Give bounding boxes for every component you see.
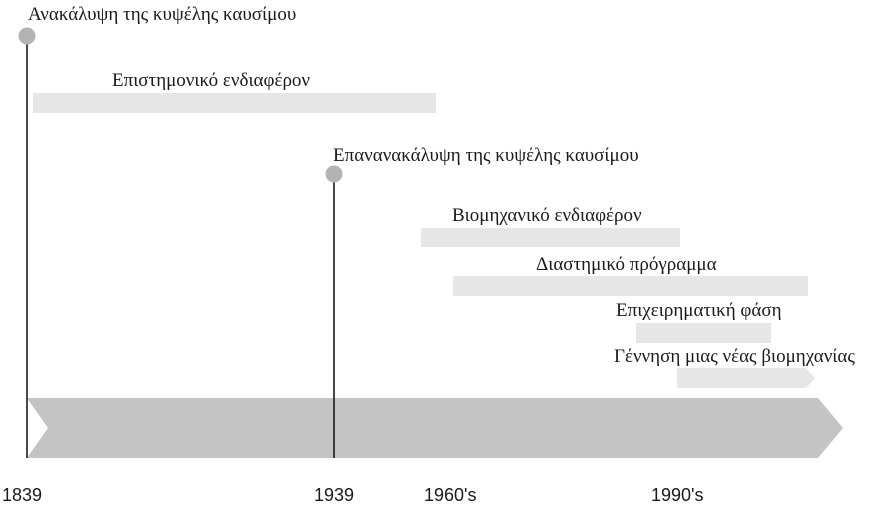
band-business-phase	[636, 323, 771, 343]
band-space-program	[453, 276, 808, 296]
axis-label-1939: 1939	[314, 485, 355, 505]
period-label-industrial-interest: Βιομηχανικό ενδιαφέρον	[452, 205, 642, 226]
event-marker-rediscovery	[325, 165, 343, 183]
band-scientific-interest	[33, 93, 436, 113]
axis-label-1960s: 1960's	[424, 485, 477, 505]
axis-label-1839: 1839	[2, 485, 43, 505]
period-label-new-industry: Γέννηση μιας νέας βιομηχανίας	[614, 346, 855, 367]
band-new-industry-arrow	[677, 368, 815, 388]
period-label-space-program: Διαστημικό πρόγραμμα	[536, 254, 717, 275]
period-label-business-phase: Επιχειρηματική φάση	[616, 300, 782, 321]
band-industrial-interest	[421, 228, 680, 247]
main-timeline-arrow	[27, 398, 843, 458]
event-label-discovery: Ανακάλυψη της κυψέλης καυσίμου	[28, 4, 297, 25]
axis-label-1990s: 1990's	[651, 485, 704, 505]
event-label-rediscovery: Επανανακάλυψη της κυψέλης καυσίμου	[333, 145, 639, 166]
period-label-scientific-interest: Επιστημονικό ενδιαφέρον	[112, 70, 311, 91]
event-marker-discovery	[18, 27, 36, 45]
